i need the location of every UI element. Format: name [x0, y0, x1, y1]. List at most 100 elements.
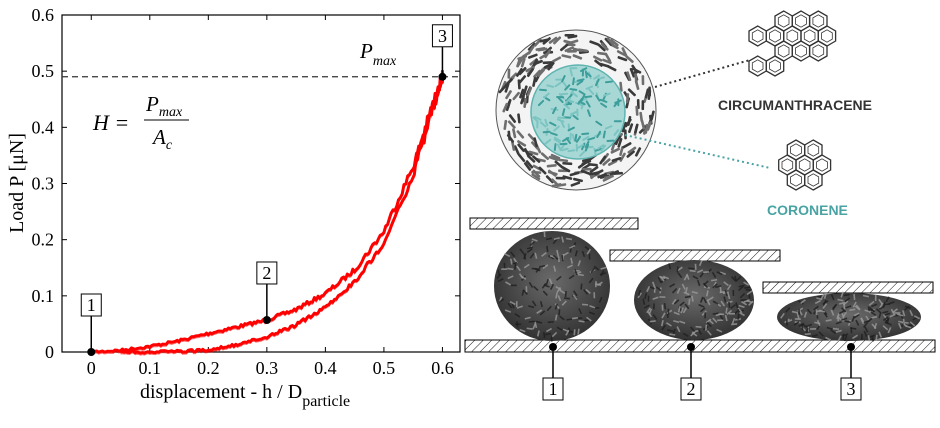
- shell-flake: [503, 119, 508, 130]
- core-flake: [567, 149, 576, 153]
- particle-grain: [598, 296, 603, 303]
- particle-grain: [845, 305, 852, 309]
- benzene-ring-inner: [795, 44, 807, 58]
- shell-flake: [516, 130, 525, 139]
- particle-grain: [884, 312, 891, 316]
- shell-flake: [564, 46, 575, 53]
- core-flake: [578, 100, 586, 106]
- particle-grain: [743, 281, 750, 286]
- particle-grain: [676, 266, 679, 273]
- particle-grain: [830, 309, 835, 316]
- particle-grain: [699, 307, 706, 313]
- particle-grain: [570, 257, 573, 264]
- core-flake: [538, 88, 547, 92]
- pmax-label-sub: max: [373, 54, 397, 69]
- particle-grain: [719, 271, 727, 276]
- core-flake: [567, 126, 575, 132]
- shell-flake: [498, 85, 507, 94]
- particle-grain: [671, 298, 677, 305]
- shell-flake: [602, 158, 611, 166]
- particle-grain: [554, 303, 559, 310]
- particle-grain: [661, 312, 666, 319]
- shell-flake: [527, 53, 538, 59]
- benzene-ring: [786, 169, 806, 191]
- shell-flake: [532, 155, 541, 163]
- particle-grain: [718, 313, 724, 320]
- shell-flake: [516, 57, 522, 68]
- marker-dot: [262, 315, 271, 324]
- benzene-ring: [791, 40, 811, 62]
- particle-grain: [840, 291, 844, 298]
- particle-grain: [548, 278, 553, 285]
- shell-flake: [644, 88, 650, 99]
- particle-grain: [577, 273, 584, 277]
- particle-grain: [696, 269, 704, 274]
- shell-flake: [512, 91, 521, 101]
- core-flake: [569, 68, 574, 77]
- y-tick-label: 0.4: [32, 117, 55, 137]
- shell-flake: [559, 43, 569, 52]
- benzene-ring-inner: [807, 173, 820, 187]
- shell-flake: [517, 113, 521, 124]
- particle-grain: [556, 326, 563, 331]
- equation-numerator: Pmax: [145, 92, 183, 120]
- core-flake: [554, 136, 562, 142]
- particle-grain: [853, 313, 860, 319]
- particle-grain: [558, 309, 561, 316]
- particle-grain: [536, 309, 543, 314]
- shell-flake: [554, 160, 563, 169]
- shell-flake: [520, 94, 526, 105]
- shell-flake: [612, 171, 623, 175]
- particle-grain: [557, 255, 560, 263]
- core-flake: [584, 140, 590, 149]
- particle-grain: [865, 315, 870, 322]
- particle-grain: [637, 289, 642, 296]
- particle-grain: [867, 335, 871, 342]
- particle-grain: [665, 322, 672, 327]
- particle-grain: [497, 277, 504, 283]
- particle-grain: [647, 295, 650, 302]
- core-flake: [570, 110, 578, 116]
- shell-flake: [572, 54, 583, 60]
- particle-grain: [566, 264, 574, 269]
- particle-grain: [561, 255, 564, 262]
- load-series-noise-0: [90, 73, 443, 356]
- stage-box: [680, 377, 702, 401]
- particle-grain: [586, 316, 592, 322]
- shell-flake: [602, 175, 613, 182]
- particle-grain: [519, 328, 526, 333]
- particle-grain: [820, 293, 825, 300]
- particle-grain: [870, 315, 878, 319]
- shell-flake: [628, 123, 634, 134]
- core-flake: [564, 97, 571, 104]
- particle-grain: [909, 309, 914, 317]
- particle-grain: [503, 262, 506, 269]
- shell-flake: [587, 162, 598, 167]
- particle-grain: [702, 297, 707, 304]
- particle-grain: [803, 311, 808, 318]
- particle-grain: [513, 263, 517, 270]
- shell-flake: [597, 43, 606, 52]
- core-flake: [603, 92, 611, 97]
- particle-grain: [882, 316, 889, 322]
- circumanthracene-label: CIRCUMANTHRACENE: [718, 97, 872, 113]
- particle-grain: [541, 252, 547, 257]
- shell-flake: [515, 67, 523, 77]
- shell-flake: [537, 68, 546, 78]
- stage-label-3: 3: [840, 343, 862, 401]
- particle-grain: [731, 317, 736, 325]
- shell-flake: [508, 114, 517, 123]
- particle-grain: [740, 298, 747, 301]
- particle-grain: [882, 325, 889, 331]
- core-flake: [576, 80, 584, 86]
- core-flake: [575, 143, 578, 152]
- shell-flake: [594, 59, 603, 67]
- core-flake: [559, 142, 568, 146]
- core-flake: [546, 84, 555, 88]
- shell-flake: [604, 52, 612, 63]
- particle-grain: [539, 310, 546, 316]
- hardness-equation: H = Pmax Ac: [92, 92, 189, 153]
- shell-flake: [517, 143, 525, 152]
- shell-flake: [588, 171, 599, 176]
- particle-grain: [659, 296, 666, 298]
